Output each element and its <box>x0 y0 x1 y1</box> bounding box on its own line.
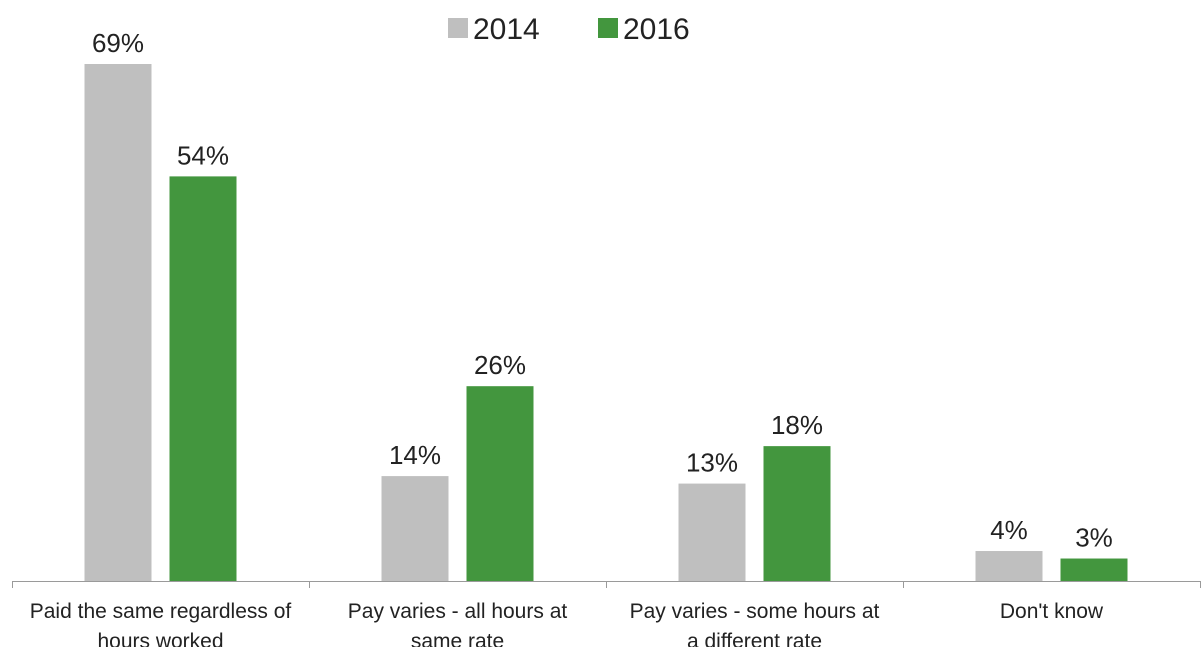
bar-2014-cat-0 <box>84 64 152 581</box>
bar-2016-cat-2 <box>763 446 831 581</box>
legend-label-2016: 2016 <box>623 13 690 46</box>
bar-2016-cat-0 <box>169 176 237 582</box>
data-label-2014-cat-2: 13% <box>686 448 738 478</box>
bars <box>84 64 1128 582</box>
data-label-2014-cat-1: 14% <box>389 440 441 470</box>
category-label-1: Pay varies - all hours at same rate <box>348 600 568 647</box>
legend-label-2014: 2014 <box>473 13 540 46</box>
legend-swatch-2016 <box>598 18 618 38</box>
legend: 2014 2016 <box>448 13 690 46</box>
bar-2016-cat-1 <box>466 386 534 581</box>
category-label-3: Don't know <box>1000 600 1104 623</box>
value-labels: 69% 54% 14% 26% 13% 18% 4% 3% <box>92 28 1113 553</box>
data-label-2016-cat-1: 26% <box>474 350 526 380</box>
bar-2014-cat-1 <box>381 476 449 581</box>
legend-swatch-2014 <box>448 18 468 38</box>
category-label-2: Pay varies - some hours at a different ra… <box>630 600 880 647</box>
category-label-0: Paid the same regardless of hours worked <box>30 600 292 647</box>
bar-2016-cat-3 <box>1060 558 1128 581</box>
x-axis <box>12 581 1201 588</box>
bar-2014-cat-2 <box>678 483 746 581</box>
data-label-2016-cat-2: 18% <box>771 410 823 440</box>
data-label-2014-cat-3: 4% <box>990 515 1028 545</box>
data-label-2014-cat-0: 69% <box>92 28 144 58</box>
data-label-2016-cat-3: 3% <box>1075 523 1113 553</box>
category-labels: Paid the same regardless of hours worked P… <box>30 600 1104 652</box>
bar-2014-cat-3 <box>975 551 1043 581</box>
data-label-2016-cat-0: 54% <box>177 140 229 170</box>
